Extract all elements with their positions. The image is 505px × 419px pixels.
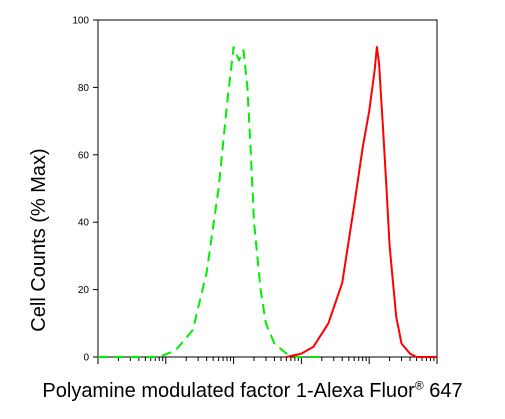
y-tick-label: 0 bbox=[83, 353, 89, 364]
y-tick-label: 80 bbox=[78, 83, 90, 94]
y-tick-label: 20 bbox=[78, 285, 90, 296]
y-tick-label: 100 bbox=[72, 16, 89, 27]
x-axis-title-tail: 647 bbox=[423, 380, 463, 402]
sample-histogram-line bbox=[286, 46, 437, 358]
x-axis-title: Polyamine modulated factor 1-Alexa Fluor… bbox=[0, 378, 505, 403]
plot-border bbox=[97, 19, 438, 358]
y-axis-title: Cell Counts (% Max) bbox=[28, 148, 50, 331]
control-histogram-line bbox=[98, 46, 322, 358]
x-axis-title-main: Polyamine modulated factor 1-Alexa Fluor bbox=[42, 380, 415, 402]
y-axis-ticks: 0 20 40 60 80 100 bbox=[72, 16, 98, 364]
registered-mark: ® bbox=[414, 378, 424, 393]
y-tick-label: 60 bbox=[78, 150, 90, 161]
plot-frame bbox=[97, 19, 438, 358]
x-axis-ticks bbox=[97, 357, 438, 364]
series-layer bbox=[98, 46, 437, 358]
y-tick-label: 40 bbox=[78, 218, 90, 229]
